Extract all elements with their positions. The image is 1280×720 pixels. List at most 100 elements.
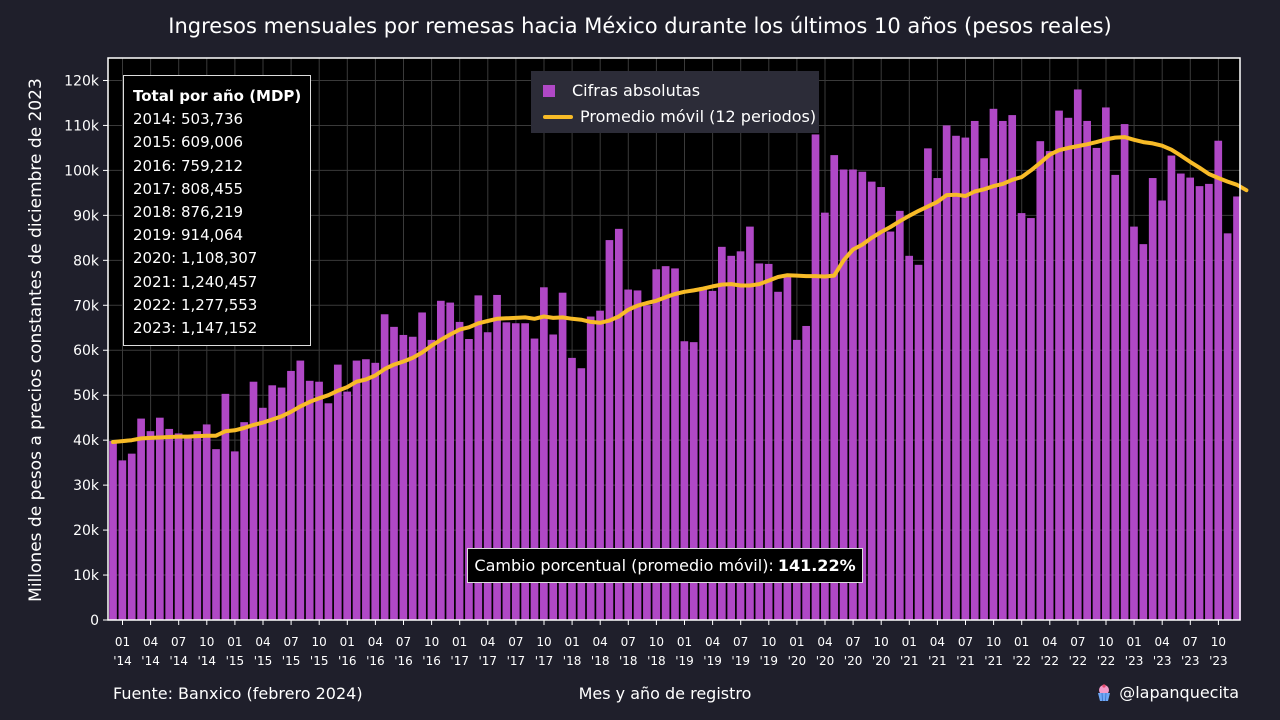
legend-item-line: Promedio móvil (12 periodos)	[543, 107, 816, 126]
y-tick-label: 110k	[64, 118, 100, 134]
bar	[998, 120, 1007, 620]
x-tick-label-month: 07	[733, 635, 748, 649]
bar	[502, 322, 511, 620]
author-handle: @lapanquecita	[1119, 683, 1239, 702]
yearly-totals-box: Total por año (MDP) 2014: 503,736 2015: …	[123, 75, 311, 346]
legend: Cifras absolutas Promedio móvil (12 peri…	[531, 71, 819, 133]
bar	[109, 441, 117, 620]
x-tick-label-month: 04	[705, 635, 720, 649]
bar	[624, 289, 633, 620]
x-tick-label-month: 01	[677, 635, 692, 649]
y-tick-label: 80k	[73, 253, 100, 269]
bar	[1055, 110, 1063, 620]
legend-item-bars: Cifras absolutas	[543, 81, 700, 100]
bar	[315, 381, 323, 620]
x-tick-label-month: 10	[1098, 635, 1113, 649]
x-tick-label-month: 04	[143, 635, 158, 649]
bar	[924, 148, 932, 620]
bar	[671, 268, 679, 620]
x-tick-label-year: '22	[1097, 654, 1116, 668]
x-tick-label-year: '19	[760, 654, 779, 668]
bar	[1195, 186, 1204, 621]
x-ticks: 01 '14 04 '14 07 '14 10 '14 01 '15 04 '15 07 '15 10 '15…	[113, 620, 1228, 668]
bar	[867, 181, 876, 620]
x-tick-label-month: 07	[1070, 635, 1085, 649]
y-tick-label: 40k	[73, 433, 100, 449]
bar	[511, 323, 520, 620]
bar	[287, 370, 295, 620]
bar	[483, 332, 492, 620]
moving-average-line	[111, 135, 1249, 444]
bar	[736, 251, 745, 620]
bar	[746, 226, 754, 620]
bar	[633, 290, 642, 620]
bar	[1083, 120, 1091, 620]
bar	[212, 449, 220, 620]
x-tick-label-year: '19	[731, 654, 750, 668]
bar	[324, 403, 333, 620]
x-tick-label-month: 07	[171, 635, 186, 649]
x-tick-label-month: 01	[227, 635, 242, 649]
bar	[961, 137, 970, 620]
y-tick-label: 50k	[73, 388, 100, 404]
x-tick-label-month: 01	[115, 635, 130, 649]
bar	[1158, 200, 1166, 620]
totals-line: 2020: 1,108,307	[133, 249, 258, 268]
bar	[1102, 107, 1110, 621]
bar	[390, 326, 398, 620]
x-tick-label-year: '15	[310, 654, 329, 668]
bar	[118, 460, 127, 620]
legend-swatch-line	[543, 114, 573, 119]
bar	[259, 407, 267, 620]
bar	[1186, 177, 1195, 620]
x-tick-label-year: '20	[788, 654, 807, 668]
totals-line: 2017: 808,455	[133, 179, 244, 198]
x-tick-label-month: 10	[761, 635, 776, 649]
y-tick-label: 30k	[73, 478, 100, 494]
x-tick-label-month: 01	[452, 635, 467, 649]
x-tick-label-year: '14	[169, 654, 188, 668]
x-tick-label-year: '22	[1012, 654, 1031, 668]
bar	[727, 255, 736, 620]
x-tick-label-year: '17	[535, 654, 554, 668]
x-tick-label-year: '20	[872, 654, 891, 668]
bar	[1008, 115, 1017, 621]
bar	[221, 393, 230, 620]
bar	[821, 212, 829, 620]
bar	[230, 451, 239, 620]
y-tick-label: 20k	[73, 523, 100, 539]
x-tick-label-year: '18	[591, 654, 610, 668]
x-tick-label-year: '17	[507, 654, 526, 668]
x-tick-label-year: '15	[254, 654, 273, 668]
bar	[1111, 174, 1120, 620]
x-tick-label-month: 07	[845, 635, 860, 649]
bar	[165, 428, 174, 620]
bar	[268, 385, 277, 620]
bar	[240, 422, 248, 620]
totals-heading: Total por año (MDP)	[133, 87, 302, 105]
bar	[474, 295, 483, 620]
x-tick-label-year: '20	[816, 654, 835, 668]
bar	[802, 325, 810, 620]
x-tick-label-year: '21	[928, 654, 947, 668]
y-tick-label: 90k	[73, 208, 100, 224]
totals-line: 2022: 1,277,553	[133, 295, 258, 314]
y-tick-label: 60k	[73, 343, 100, 359]
x-tick-label-year: '21	[900, 654, 919, 668]
bar	[465, 339, 473, 620]
bar	[1167, 155, 1176, 620]
bar	[605, 240, 614, 620]
bar	[952, 135, 960, 620]
bar	[783, 276, 792, 620]
bar	[689, 342, 698, 620]
x-tick-label-month: 10	[874, 635, 889, 649]
x-tick-label-month: 04	[1042, 635, 1057, 649]
bar	[905, 255, 914, 620]
bar	[1064, 117, 1073, 620]
bar	[596, 310, 604, 620]
source-note: Fuente: Banxico (febrero 2024)	[113, 684, 363, 703]
bar	[1139, 244, 1148, 620]
bar	[202, 424, 211, 620]
x-tick-label-year: '15	[226, 654, 245, 668]
bar	[277, 387, 286, 620]
